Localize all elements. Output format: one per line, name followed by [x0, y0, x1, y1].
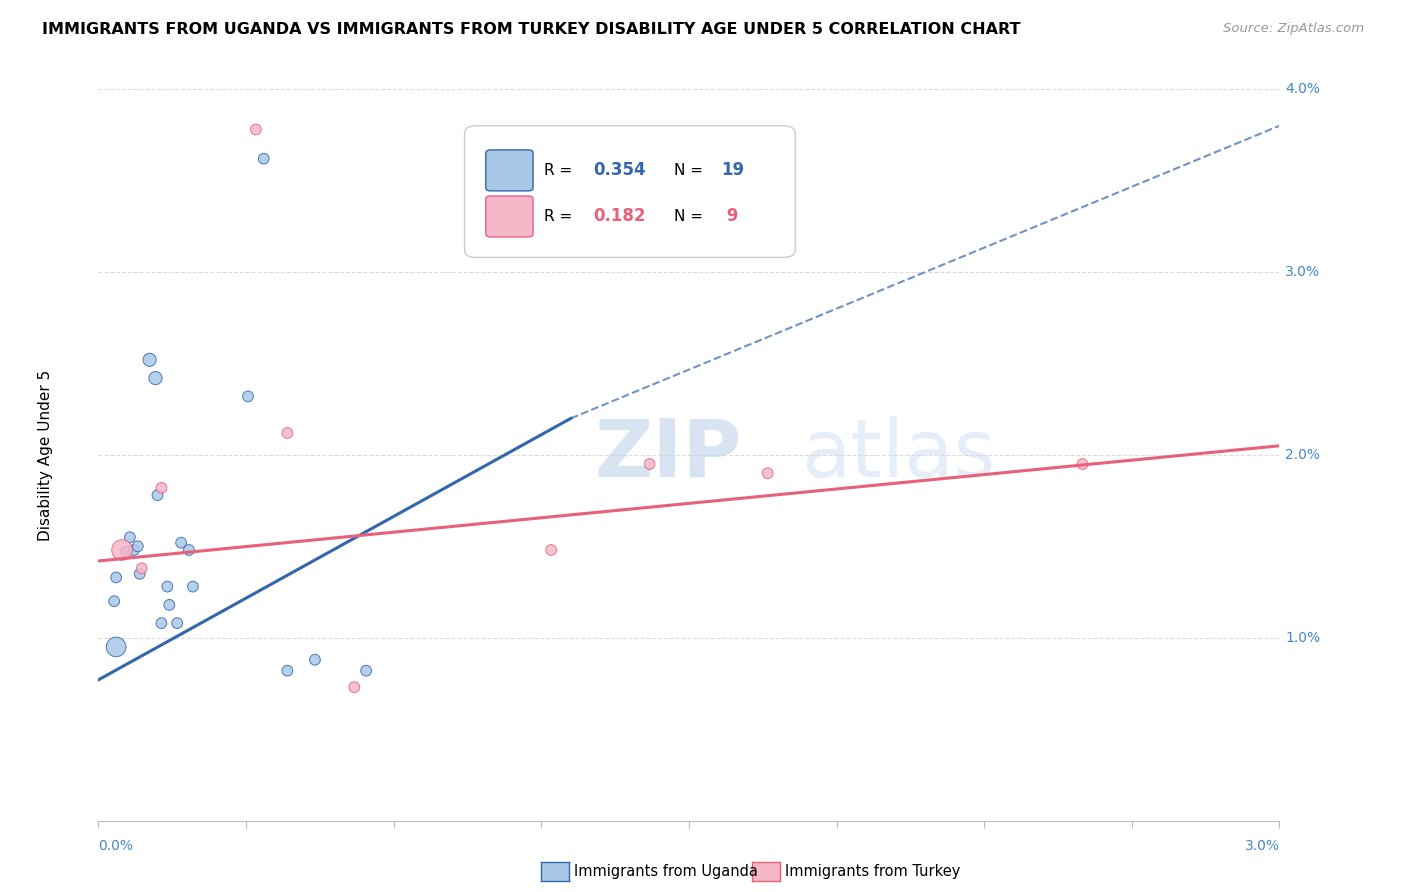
Point	[166, 616, 188, 631]
Point	[253, 152, 276, 166]
FancyBboxPatch shape	[464, 126, 796, 258]
Text: N =: N =	[673, 163, 707, 178]
Text: 9: 9	[721, 208, 738, 226]
Point	[103, 594, 125, 608]
Point	[150, 616, 173, 631]
Point	[304, 653, 326, 667]
Point	[127, 539, 149, 553]
Text: 3.0%: 3.0%	[1244, 838, 1279, 853]
Point	[122, 543, 145, 558]
Text: R =: R =	[544, 209, 576, 224]
Text: atlas: atlas	[801, 416, 995, 494]
Point	[756, 466, 779, 480]
Point	[118, 530, 141, 544]
Text: 1.0%: 1.0%	[1285, 631, 1320, 645]
Text: 2.0%: 2.0%	[1285, 448, 1320, 462]
Point	[105, 570, 128, 584]
Point	[276, 664, 298, 678]
Text: Immigrants from Turkey: Immigrants from Turkey	[785, 864, 960, 879]
Point	[236, 389, 259, 403]
Point	[540, 543, 562, 558]
Point	[146, 488, 169, 502]
Point	[638, 457, 661, 471]
Point	[181, 580, 204, 594]
Text: 19: 19	[721, 161, 744, 179]
Text: Immigrants from Uganda: Immigrants from Uganda	[574, 864, 758, 879]
Text: R =: R =	[544, 163, 576, 178]
Point	[1071, 457, 1094, 471]
Point	[245, 122, 267, 136]
Text: Disability Age Under 5: Disability Age Under 5	[38, 369, 53, 541]
Text: 0.0%: 0.0%	[98, 838, 134, 853]
Point	[131, 561, 153, 575]
Text: 3.0%: 3.0%	[1285, 265, 1320, 279]
Point	[145, 371, 167, 385]
Point	[156, 580, 179, 594]
Text: IMMIGRANTS FROM UGANDA VS IMMIGRANTS FROM TURKEY DISABILITY AGE UNDER 5 CORRELAT: IMMIGRANTS FROM UGANDA VS IMMIGRANTS FRO…	[42, 22, 1021, 37]
Point	[111, 543, 134, 558]
Point	[128, 566, 150, 581]
Text: 4.0%: 4.0%	[1285, 82, 1320, 96]
FancyBboxPatch shape	[486, 150, 533, 191]
Point	[354, 664, 377, 678]
Point	[170, 535, 193, 549]
Point	[138, 352, 160, 367]
Point	[343, 680, 366, 694]
Point	[276, 425, 298, 440]
Text: ZIP: ZIP	[595, 416, 742, 494]
Point	[177, 543, 200, 558]
Point	[105, 640, 128, 654]
Text: N =: N =	[673, 209, 707, 224]
FancyBboxPatch shape	[486, 196, 533, 237]
Text: 0.182: 0.182	[593, 208, 645, 226]
Point	[150, 481, 173, 495]
Text: 0.354: 0.354	[593, 161, 645, 179]
Point	[115, 545, 138, 559]
Text: Source: ZipAtlas.com: Source: ZipAtlas.com	[1223, 22, 1364, 36]
Point	[157, 598, 180, 612]
